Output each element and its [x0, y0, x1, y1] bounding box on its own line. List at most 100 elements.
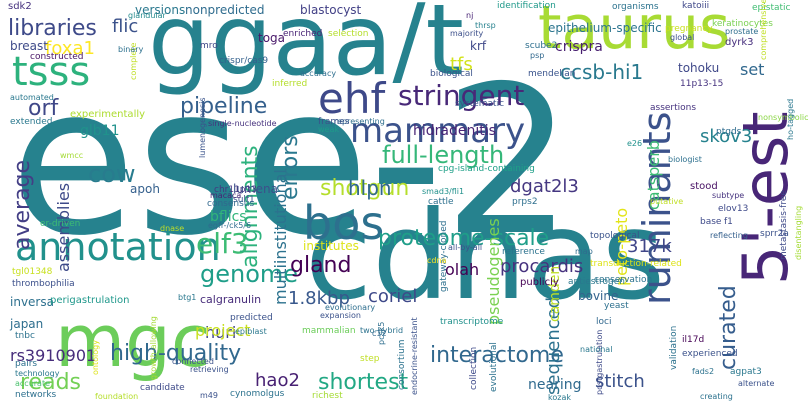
word: crispra [555, 39, 603, 55]
word: biological [430, 69, 473, 79]
word: toga [258, 31, 286, 45]
word: ese-2 [10, 43, 574, 281]
word: procardis [500, 256, 584, 277]
word: versions [135, 3, 186, 17]
word: calgranulin [200, 293, 262, 306]
word: glandular [128, 11, 166, 20]
word: glb11 [80, 123, 120, 139]
word: thrombophilia [12, 279, 75, 289]
word: evolutional [489, 342, 499, 392]
word: all-by-all [448, 243, 483, 252]
word: expansion [320, 311, 361, 320]
word: lumena [233, 182, 278, 196]
word: richest [312, 391, 343, 401]
word: hao2 [255, 370, 300, 391]
word: antiestrogen [568, 277, 625, 287]
word: psp [530, 51, 545, 60]
word: dyrk3 [725, 37, 754, 48]
word: interactome [430, 343, 564, 368]
word: sdk2 [8, 1, 32, 12]
word: disentangling [794, 205, 803, 260]
word: btg1 [178, 293, 197, 302]
word: prostate [725, 27, 759, 36]
word: mro [200, 41, 218, 51]
word: huri [205, 323, 237, 342]
word: stitch [595, 371, 645, 392]
word: average [10, 159, 35, 250]
word: hidradenitis [413, 123, 496, 139]
word: reads [20, 370, 82, 395]
word: chr11p13 [214, 185, 257, 195]
word: breast [10, 39, 48, 53]
word: annotation [15, 225, 221, 269]
word: networks [15, 390, 57, 400]
word: high-quality [110, 341, 242, 366]
word: connected [172, 357, 214, 366]
word: pairs [15, 359, 38, 369]
word: ho-tagged [786, 98, 795, 140]
word: institutes [303, 239, 359, 253]
word: project [195, 321, 251, 340]
word: frames [318, 117, 350, 127]
word: collection [469, 346, 479, 390]
word: ptgds [716, 127, 742, 137]
word: blastocyst [300, 3, 362, 17]
word: representing [334, 117, 385, 126]
word: prps2 [512, 197, 538, 207]
word: japan [10, 317, 44, 331]
word: taurus [538, 0, 731, 63]
word: alternate [738, 379, 775, 388]
word: mammalian [302, 326, 356, 336]
word: scube2 [525, 41, 558, 51]
word: majority [450, 29, 484, 38]
word: set [740, 60, 765, 79]
word: agpat3 [730, 367, 762, 377]
word: selection [328, 29, 369, 39]
word: rs3910901 [10, 346, 97, 365]
word: shotgun [320, 176, 410, 201]
word: pipeline [180, 94, 268, 119]
word: shortest [318, 370, 409, 395]
word: metastasis-free [779, 190, 789, 260]
word: map [575, 247, 593, 256]
word: ehf [318, 74, 386, 123]
word: transcriptome [440, 317, 504, 327]
word: orf [28, 96, 59, 121]
word: cattle [428, 197, 454, 207]
word: tgl01348 [12, 267, 53, 277]
word: coriel [368, 286, 418, 307]
word: yeast [604, 301, 629, 311]
word: il17d [682, 335, 705, 345]
word: sulf1 [233, 195, 255, 205]
word: ontology [91, 340, 100, 375]
word: global [670, 33, 695, 42]
word: keratinocytes [712, 19, 773, 29]
word: hlpn [348, 176, 392, 200]
word: thrsp [475, 21, 496, 30]
word: ggaa/t [148, 0, 464, 98]
word: m49 [200, 391, 218, 400]
word: inversa [10, 295, 54, 309]
word: accurate [15, 379, 51, 388]
word: constructed [30, 52, 84, 62]
word: f1 [724, 217, 733, 227]
word: experimentally [70, 109, 146, 120]
word: egfr-/ck5/6 [208, 221, 252, 230]
word: 317k [627, 236, 672, 257]
word: tnbc [15, 331, 35, 341]
word: assertions [650, 103, 697, 113]
word: endocrine-resistant [410, 317, 419, 395]
word: consortium [397, 339, 407, 390]
word: creating [700, 392, 733, 401]
word: biologist [668, 155, 702, 164]
word: validation [669, 325, 679, 370]
word: topological [590, 231, 640, 241]
word: bos [303, 196, 385, 250]
word: single-nucleotide [208, 119, 277, 128]
word: mendelian [528, 69, 576, 79]
word: skov3 [700, 126, 753, 147]
word: camden [547, 265, 563, 322]
word: mammary [350, 111, 526, 151]
word: pcsk5 [377, 321, 386, 345]
